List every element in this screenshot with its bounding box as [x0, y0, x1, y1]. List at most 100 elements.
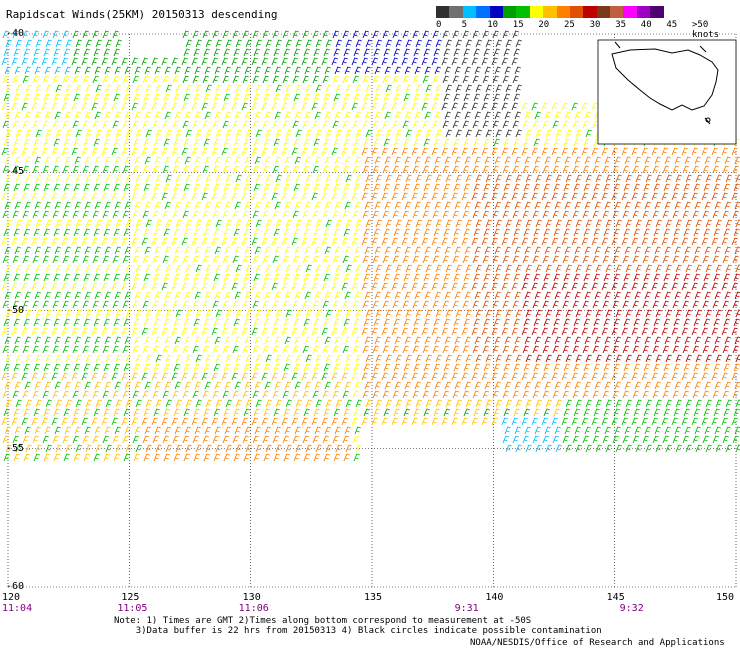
wind-barb: [412, 210, 419, 219]
wind-barb: [612, 165, 619, 174]
wind-barb: [614, 426, 621, 435]
wind-barb: [614, 381, 621, 390]
wind-barb: [382, 300, 389, 309]
wind-barb: [44, 291, 51, 300]
wind-barb: [732, 210, 739, 219]
wind-barb: [355, 174, 362, 183]
wind-barb: [121, 102, 128, 111]
wind-barb: [335, 174, 342, 183]
wind-barb: [363, 318, 370, 327]
wind-barb: [324, 291, 331, 300]
wind-barb: [471, 282, 478, 291]
wind-barb: [361, 192, 368, 201]
wind-barb: [374, 201, 381, 210]
wind-barb: [733, 363, 740, 372]
wind-barb: [362, 75, 369, 84]
wind-barb: [211, 57, 218, 66]
wind-barb: [305, 264, 312, 273]
wind-barb: [362, 345, 369, 354]
wind-barb: [465, 264, 472, 273]
wind-barb: [735, 444, 740, 453]
wind-barb: [594, 426, 601, 435]
wind-barb: [605, 399, 612, 408]
wind-barb: [464, 246, 471, 255]
wind-barb: [255, 399, 262, 408]
wind-barb: [311, 372, 318, 381]
wind-barb: [174, 66, 181, 75]
wind-barb: [563, 408, 570, 417]
wind-barb: [492, 390, 499, 399]
wind-barb: [353, 408, 360, 417]
wind-barb: [162, 210, 169, 219]
wind-barb: [62, 75, 69, 84]
wind-barb: [191, 102, 198, 111]
wind-barb: [382, 255, 389, 264]
wind-barb: [731, 417, 738, 426]
wind-barb: [94, 66, 101, 75]
wind-barb: [675, 174, 682, 183]
wind-barb: [333, 453, 340, 462]
wind-barb: [45, 84, 52, 93]
wind-barb: [261, 192, 268, 201]
wind-barb: [623, 228, 630, 237]
wind-barb: [171, 102, 178, 111]
wind-barb: [72, 30, 79, 39]
wind-barb: [113, 48, 120, 57]
wind-barb: [672, 435, 679, 444]
legend-swatch: [516, 6, 530, 18]
wind-barb: [541, 237, 548, 246]
wind-barb: [391, 282, 398, 291]
wind-barb: [481, 237, 488, 246]
wind-barb: [362, 30, 369, 39]
wind-barb: [504, 336, 511, 345]
wind-barb: [612, 300, 619, 309]
wind-barb: [471, 102, 478, 111]
wind-barb: [333, 273, 340, 282]
wind-barb: [331, 57, 338, 66]
wind-barb: [462, 345, 469, 354]
wind-barb: [181, 372, 188, 381]
wind-barb: [444, 156, 451, 165]
wind-barb: [41, 372, 48, 381]
wind-barb: [491, 102, 498, 111]
wind-barb: [501, 57, 508, 66]
wind-barb: [204, 336, 211, 345]
wind-barb: [473, 93, 480, 102]
wind-barb: [72, 255, 79, 264]
wind-barb: [122, 345, 129, 354]
wind-barb: [461, 57, 468, 66]
wind-barb: [285, 129, 292, 138]
wind-barb: [172, 120, 179, 129]
wind-barb: [185, 174, 192, 183]
lon-label: 145: [606, 592, 625, 603]
wind-barb: [142, 210, 149, 219]
wind-barb: [551, 102, 558, 111]
wind-barb: [324, 156, 331, 165]
wind-barb: [633, 183, 640, 192]
wind-barb: [83, 363, 90, 372]
wind-barb: [552, 165, 559, 174]
wind-barb: [292, 345, 299, 354]
wind-barb: [501, 372, 508, 381]
wind-barb: [335, 444, 342, 453]
wind-barb: [485, 264, 492, 273]
wind-barb: [621, 282, 628, 291]
wind-barb: [325, 219, 332, 228]
legend-swatch: [489, 6, 503, 18]
wind-barb: [391, 192, 398, 201]
wind-barb: [21, 417, 28, 426]
wind-barb: [153, 318, 160, 327]
wind-barb: [355, 354, 362, 363]
wind-barb: [82, 120, 89, 129]
wind-barb: [21, 192, 28, 201]
wind-barb: [83, 318, 90, 327]
wind-barb: [262, 345, 269, 354]
wind-barb: [662, 210, 669, 219]
wind-barb: [525, 219, 532, 228]
wind-barb: [192, 210, 199, 219]
wind-barb: [194, 291, 201, 300]
wind-barb: [534, 201, 541, 210]
wind-barb: [462, 255, 469, 264]
wind-barb: [294, 336, 301, 345]
wind-barb: [692, 390, 699, 399]
